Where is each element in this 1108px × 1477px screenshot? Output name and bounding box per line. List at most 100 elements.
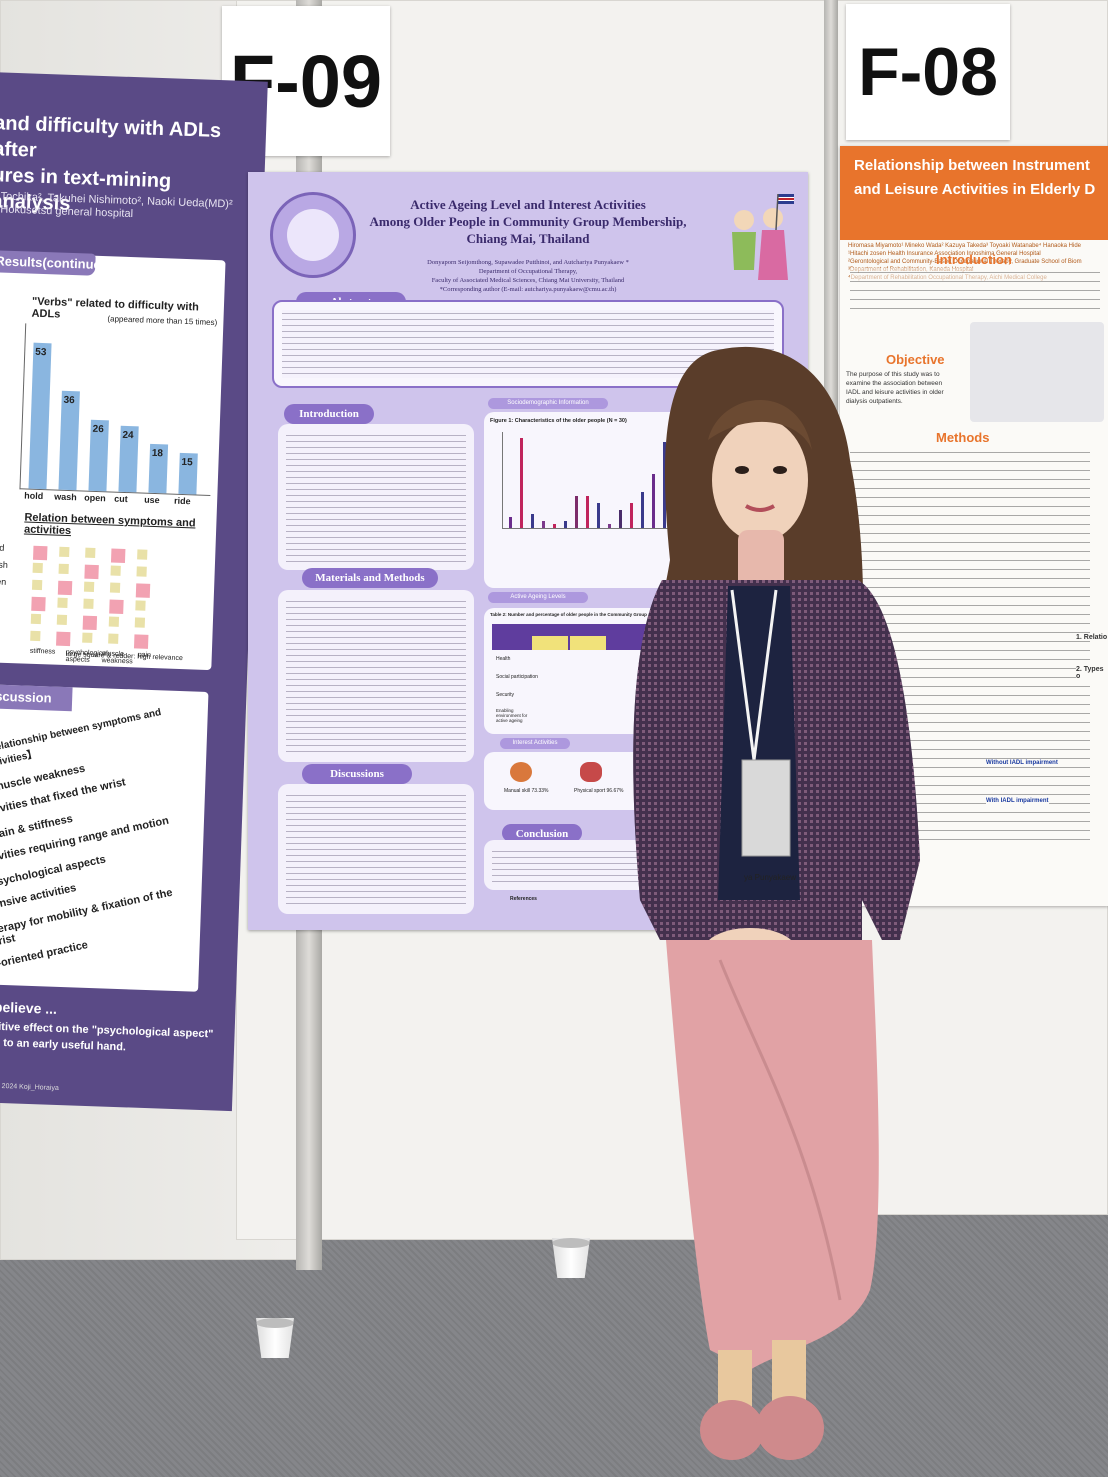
figure1-bar	[619, 510, 622, 528]
interest-label-manual: Manual skill 73.33%	[504, 788, 549, 794]
table-title: Table 2: Number and percentage of older …	[490, 612, 647, 617]
relation-cell	[85, 547, 96, 558]
relation-cell	[33, 545, 48, 561]
figure1-bar	[575, 495, 578, 528]
results-box: Results(continue) "Verbs" related to dif…	[0, 250, 226, 671]
verbs-bar-category: use	[143, 494, 160, 506]
table-row: Enabling environment for active ageing	[496, 708, 528, 723]
relation-cell	[56, 631, 71, 647]
right-introduction-header: Introduction	[936, 252, 1012, 267]
relation-cell	[108, 633, 119, 644]
table-row: Health	[496, 656, 511, 662]
relation-cell	[58, 563, 69, 575]
right-poster-title: Relationship between Instrument and Leis…	[840, 146, 1108, 240]
university-seal-logo	[270, 192, 356, 278]
figure1-bar	[553, 524, 556, 528]
sport-icon	[580, 762, 602, 782]
discussions-box	[278, 784, 474, 914]
verbs-bar-category: cut	[114, 493, 128, 505]
right-objective-header: Objective	[886, 352, 945, 367]
table-row: Social participation	[496, 674, 538, 680]
figure1-bar	[520, 438, 523, 528]
relation-cell	[83, 598, 94, 609]
interest-header: Interest Activities	[500, 738, 570, 749]
relation-cell	[110, 565, 121, 576]
materials-header: Materials and Methods	[302, 568, 438, 588]
believe-line-2: lead to an early useful hand.	[0, 1036, 127, 1054]
relation-cell	[57, 597, 68, 609]
results-header: Results(continue)	[0, 250, 105, 276]
relation-row-label: wash	[0, 559, 8, 570]
figure1-box: Figure 1: Characteristics of the older p…	[484, 412, 692, 588]
figure1-bar	[652, 474, 655, 528]
relation-row-label: open	[0, 576, 7, 587]
verbs-bar-value: 36	[63, 394, 75, 407]
verbs-bar-value: 53	[35, 347, 47, 359]
verbs-bar-category: hold	[24, 490, 44, 502]
relation-cell	[57, 580, 73, 596]
figure1-bar	[608, 524, 611, 528]
relation-cell	[84, 564, 99, 580]
relation-cell	[30, 630, 41, 642]
right-objective-text: The purpose of this study was to examine…	[846, 371, 944, 405]
figure1-bar	[597, 502, 600, 528]
relation-heading: Relation between symptoms and activities	[23, 511, 196, 538]
center-poster-authors: Donyaporn Seijomthong, Supawadee Putthin…	[427, 259, 629, 293]
figure1-bar	[564, 520, 567, 528]
materials-box	[278, 590, 474, 762]
copyright: Copyright © 2024 Koji_Horaiya	[0, 1082, 59, 1093]
socio-header: Sociodemographic Information	[488, 398, 608, 409]
relation-cell	[83, 581, 95, 592]
paper-cup	[256, 1318, 294, 1358]
left-poster: and difficulty with ADLs after ures in t…	[0, 72, 268, 1112]
figure1-bar	[663, 441, 666, 528]
relation-cell	[82, 632, 93, 643]
verbs-bar-value: 15	[181, 456, 193, 469]
relation-cell	[30, 613, 42, 625]
relation-cell	[137, 549, 148, 560]
relation-cell	[135, 600, 146, 611]
presenter-person: ya Punyakaew	[633, 346, 920, 1460]
relation-cell	[136, 566, 147, 577]
discussion-lines: 【relationship between symptoms and activ…	[0, 707, 201, 975]
center-poster: Active Ageing Level and Interest Activit…	[248, 172, 808, 930]
right-intro-text	[850, 268, 1100, 312]
without-iadl-label: Without IADL impairment	[986, 760, 1058, 766]
references-label: References	[510, 896, 537, 902]
verbs-bar-value: 24	[122, 429, 134, 442]
abstract-box	[272, 300, 784, 388]
dialysis-illustration	[970, 322, 1104, 422]
figure1-title: Figure 1: Characteristics of the older p…	[490, 418, 627, 424]
active-ageing-header: Active Ageing Levels	[488, 592, 588, 603]
relation-cell	[31, 579, 43, 591]
figure1-bar	[586, 495, 589, 528]
relation-cell	[59, 546, 70, 558]
verbs-bar-category: wash	[54, 491, 77, 503]
relation-cell	[109, 582, 121, 593]
figure1-bar	[509, 517, 512, 528]
paper-cup	[552, 1238, 590, 1278]
figure1-bar	[542, 520, 545, 528]
relation-cell	[32, 562, 43, 574]
right-methods-header: Methods	[936, 430, 990, 445]
discussion-header: Discussion	[0, 683, 73, 712]
we-believe: we believe ...	[0, 998, 58, 1017]
introduction-box	[278, 424, 474, 570]
figure1-bar	[641, 492, 644, 528]
verbs-bar-category: ride	[173, 495, 191, 507]
conclusion-header: Conclusion	[502, 824, 582, 842]
relation-cell	[56, 614, 68, 626]
figure1-bar	[630, 502, 633, 528]
figure1-bar	[531, 513, 534, 528]
relation-cell	[133, 634, 149, 649]
interest-label-sport: Physical sport 96.67%	[574, 788, 624, 794]
relation-cell	[109, 599, 124, 614]
relation-matrix: holdwashopencutuseridestiffnesspsycholog…	[0, 542, 183, 669]
right-fragment-2: 2. Types o	[1076, 666, 1108, 680]
manual-skill-icon	[510, 762, 532, 782]
relation-cell	[108, 616, 120, 627]
relation-cell	[135, 583, 151, 598]
relation-cell	[31, 596, 46, 612]
relation-cell	[110, 548, 126, 564]
right-fragment-1: 1. Relatio	[1076, 634, 1108, 641]
